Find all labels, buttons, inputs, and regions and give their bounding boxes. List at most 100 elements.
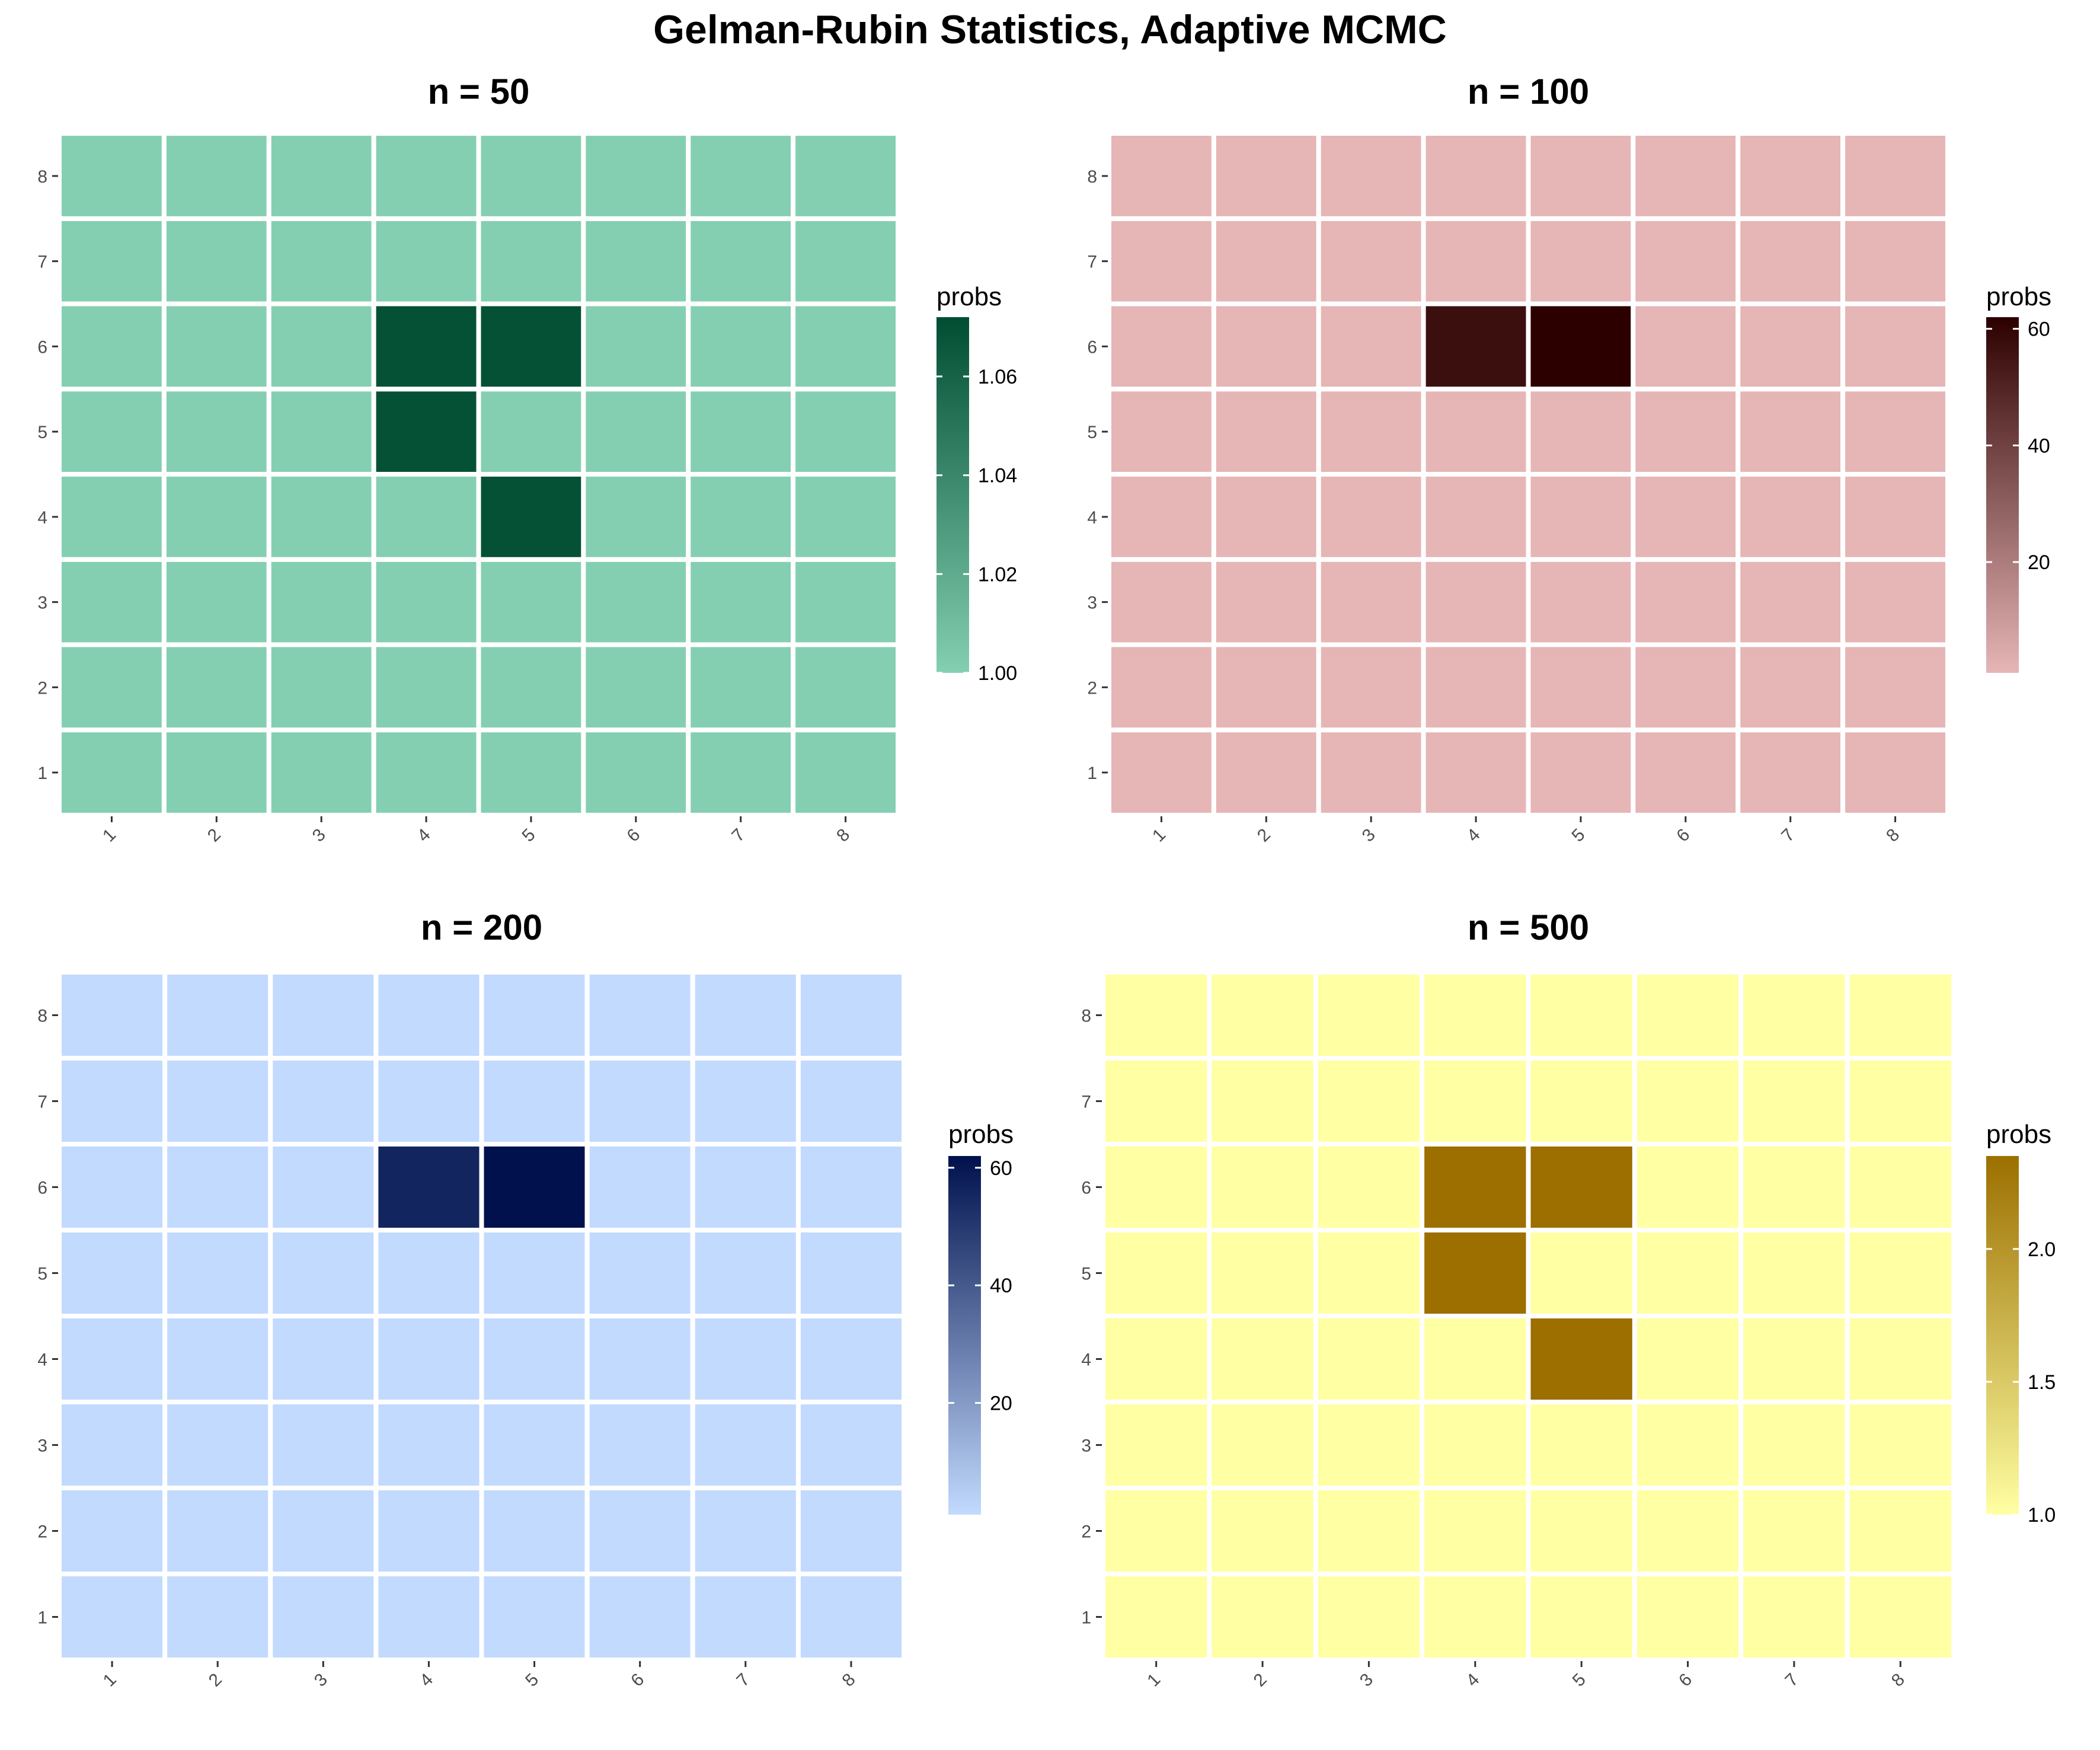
- heatmap-cell: [1421, 216, 1531, 306]
- x-tick-label: 1: [100, 1670, 120, 1691]
- heatmap-cell: [1738, 1056, 1850, 1147]
- heatmap-cell: [581, 557, 691, 647]
- heatmap-cell: [1632, 1142, 1744, 1232]
- heatmap-cell: [1631, 472, 1741, 562]
- heatmap-cell: [479, 1228, 590, 1318]
- heatmap-cell: [1735, 131, 1846, 221]
- heatmap-cell: [476, 557, 586, 647]
- heatmap-cell: [373, 1056, 484, 1147]
- heatmap-cell: [1313, 1400, 1425, 1490]
- heatmap-cell: [686, 131, 796, 221]
- y-tick-label: 2: [1081, 1522, 1091, 1542]
- heatmap-cell: [476, 131, 586, 221]
- heatmap-cell: [371, 642, 481, 733]
- heatmap-cell: [57, 970, 168, 1061]
- heatmap-cell: [1211, 472, 1321, 562]
- heatmap-cell: [476, 472, 586, 562]
- x-tick-label: 1: [1143, 1670, 1164, 1691]
- y-tick-label: 4: [37, 1350, 47, 1370]
- heatmap-cell: [795, 1056, 906, 1147]
- heatmap-cell: [268, 1142, 379, 1232]
- heatmap-cell: [1107, 387, 1216, 477]
- heatmap-cell: [476, 727, 586, 817]
- heatmap-cell: [1421, 131, 1531, 221]
- heatmap-cell: [584, 1486, 695, 1576]
- heatmap-cell: [1316, 472, 1426, 562]
- heatmap-cell: [791, 727, 900, 817]
- heatmap-cell: [1526, 642, 1636, 733]
- heatmap-cell: [1735, 216, 1846, 306]
- heatmap-cell: [1738, 1142, 1850, 1232]
- heatmap-cell: [479, 1572, 590, 1662]
- heatmap-cell: [1632, 1572, 1744, 1662]
- heatmap-cell: [371, 727, 481, 817]
- y-tick-label: 7: [37, 1093, 47, 1112]
- y-tick-label: 8: [37, 1007, 47, 1026]
- heatmap-cell: [268, 1486, 379, 1576]
- heatmap-cell: [1845, 970, 1956, 1061]
- heatmap-cell: [1101, 1314, 1212, 1404]
- heatmap-cell: [162, 970, 273, 1061]
- heatmap-cell: [479, 1400, 590, 1490]
- heatmap-cell: [1632, 1400, 1744, 1490]
- heatmap-cell: [584, 1572, 695, 1662]
- figure-title: Gelman-Rubin Statistics, Adaptive MCMC: [653, 7, 1447, 52]
- heatmap-cell: [266, 727, 376, 817]
- heatmap-cell: [1632, 970, 1744, 1061]
- heatmap-cell: [1207, 1228, 1318, 1318]
- heatmap-panel-n50: n = 50 1 2 3 4 5 6 7 8 1 2 3 4 5 6 7 8 probs 1.00 1.02 1.04 1…: [37, 72, 1017, 846]
- heatmap-cell: [1421, 727, 1531, 817]
- heatmap-cell: [791, 387, 900, 477]
- heatmap-cell: [795, 1142, 906, 1232]
- x-tick-label: 4: [1463, 825, 1484, 846]
- heatmap-cell: [1526, 387, 1636, 477]
- heatmap-cell: [686, 727, 796, 817]
- heatmap-cell: [1840, 727, 1950, 817]
- heatmap-cell: [1421, 642, 1531, 733]
- legend-tick-label: 40: [2028, 435, 2050, 457]
- heatmap-cell: [57, 1056, 168, 1147]
- panel-title: n = 50: [428, 72, 530, 111]
- y-tick-label: 6: [1081, 1179, 1091, 1198]
- x-tick-label: 8: [833, 825, 854, 846]
- heatmap-cell: [791, 472, 900, 562]
- x-tick-label: 4: [1462, 1670, 1483, 1691]
- heatmap-cell: [266, 131, 376, 221]
- y-tick-label: 6: [1087, 337, 1097, 357]
- heatmap-cell: [57, 1572, 168, 1662]
- heatmap-cell: [1840, 642, 1950, 733]
- heatmap-cell: [1845, 1572, 1956, 1662]
- heatmap-cell: [162, 1142, 273, 1232]
- heatmap-cell: [1316, 216, 1426, 306]
- x-tick-label: 8: [838, 1670, 859, 1691]
- heatmap-cell: [690, 1572, 801, 1662]
- heatmap-cell: [373, 1400, 484, 1490]
- heatmap-cell: [1845, 1056, 1956, 1147]
- heatmap-cell: [1526, 1142, 1637, 1232]
- y-tick-label: 6: [37, 1179, 47, 1198]
- legend-tick-label: 1.02: [978, 563, 1017, 586]
- heatmap-cell: [791, 642, 900, 733]
- heatmap-cell: [795, 1228, 906, 1318]
- y-tick-label: 1: [37, 1608, 47, 1628]
- heatmap-cell: [1631, 301, 1741, 392]
- legend-tick-label: 60: [2028, 318, 2050, 341]
- heatmap-cell: [1211, 131, 1321, 221]
- heatmap-cell: [795, 1400, 906, 1490]
- heatmap-cell: [1101, 1400, 1212, 1490]
- legend-tick-label: 40: [990, 1275, 1012, 1297]
- heatmap-cell: [1421, 301, 1531, 392]
- legend-tick-label: 1.0: [2028, 1504, 2056, 1527]
- heatmap-cell: [371, 557, 481, 647]
- heatmap-cell: [1207, 1572, 1318, 1662]
- heatmap-cell: [1735, 387, 1846, 477]
- x-tick-label: 3: [311, 1670, 331, 1691]
- heatmap-cell: [584, 1314, 695, 1404]
- heatmap-cell: [1107, 472, 1216, 562]
- heatmap-cell: [266, 642, 376, 733]
- heatmap-cell: [686, 216, 796, 306]
- heatmap-cell: [1211, 387, 1321, 477]
- heatmap-cell: [584, 970, 695, 1061]
- heatmap-cell: [1211, 557, 1321, 647]
- panel-title: n = 500: [1468, 908, 1589, 947]
